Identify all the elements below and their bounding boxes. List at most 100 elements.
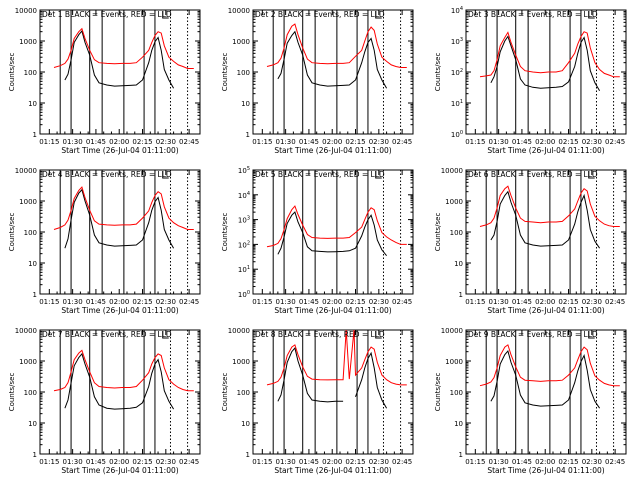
chart-title: Det 6 BLACK = Events, RED = LLD bbox=[468, 170, 598, 179]
detector-label: Det 3 bbox=[468, 10, 489, 19]
legend-text: BLACK = Events, RED = LLD bbox=[278, 10, 385, 19]
events-series-line bbox=[490, 35, 601, 91]
x-tick-label: 02:45 bbox=[179, 458, 199, 466]
y-tick-label: 102 bbox=[238, 240, 250, 249]
events-series-line bbox=[490, 190, 601, 249]
x-tick-label: 02:30 bbox=[156, 458, 176, 466]
chart-title: Det 9 BLACK = Events, RED = LLD bbox=[468, 330, 598, 339]
lld-series-line bbox=[266, 330, 407, 386]
chart-title: Det 5 BLACK = Events, RED = LLD bbox=[255, 170, 385, 179]
legend-text: BLACK = Events, RED = LLD bbox=[278, 170, 385, 179]
time-marker bbox=[162, 331, 169, 339]
detector-label: Det 1 bbox=[42, 10, 63, 19]
y-tick-label: 100 bbox=[24, 389, 37, 397]
x-tick-label: 01:30 bbox=[276, 298, 296, 306]
series-group bbox=[479, 31, 620, 91]
chart-panel-1: 1 10 100 1000 10000 01:15 01:30 01:45 02:00 02:15… bbox=[8, 7, 201, 155]
x-tick-label: 01:30 bbox=[489, 298, 509, 306]
y-tick-label: 1000 bbox=[19, 38, 37, 46]
x-tick-label: 01:15 bbox=[465, 458, 485, 466]
chart-panel-9: 1 10 100 1000 10000 01:15 01:30 01:45 02:00 02:15… bbox=[434, 327, 627, 475]
chart-title: Det 7 BLACK = Events, RED = LLD bbox=[42, 330, 172, 339]
y-tick-label: 100 bbox=[237, 69, 250, 77]
lld-series-line bbox=[479, 31, 620, 78]
y-tick-label: 1 bbox=[33, 451, 37, 459]
events-series-line bbox=[277, 211, 387, 257]
y-tick-label: 101 bbox=[238, 265, 250, 274]
y-tick-label: 10000 bbox=[441, 327, 463, 335]
lld-series-line bbox=[53, 349, 194, 392]
x-tick-label: 01:45 bbox=[86, 138, 106, 146]
events-series-line bbox=[277, 30, 388, 89]
x-tick-label: 01:30 bbox=[63, 458, 83, 466]
series-group bbox=[479, 344, 620, 409]
x-tick-label: 02:15 bbox=[558, 298, 578, 306]
series-group bbox=[266, 205, 407, 257]
x-tick-label: 02:15 bbox=[132, 458, 152, 466]
x-tick-label: 02:30 bbox=[156, 298, 176, 306]
lld-series-line bbox=[266, 23, 407, 68]
y-tick-label: 100 bbox=[450, 229, 463, 237]
y-tick-label: 1000 bbox=[19, 358, 37, 366]
x-tick-label: 02:30 bbox=[582, 138, 602, 146]
detector-label: Det 5 bbox=[255, 170, 276, 179]
y-tick-label: 1 bbox=[246, 131, 250, 139]
y-axis-label: Counts/sec bbox=[434, 373, 442, 412]
y-tick-label: 1000 bbox=[445, 358, 463, 366]
x-tick-label: 02:45 bbox=[392, 298, 412, 306]
plot-frame bbox=[252, 329, 414, 455]
x-tick-label: 02:00 bbox=[322, 138, 342, 146]
lld-series-line bbox=[53, 186, 194, 230]
y-tick-label: 1000 bbox=[445, 198, 463, 206]
x-axis-label: Start Time (26-Jul-04 01:11:00) bbox=[61, 146, 178, 155]
x-tick-label: 02:00 bbox=[535, 458, 555, 466]
x-tick-label: 02:45 bbox=[605, 298, 625, 306]
x-tick-label: 02:15 bbox=[345, 138, 365, 146]
y-axis-label: Counts/sec bbox=[434, 53, 442, 92]
legend-text: BLACK = Events, RED = LLD bbox=[491, 10, 598, 19]
lld-series-line bbox=[266, 205, 407, 248]
x-tick-label: 01:45 bbox=[299, 298, 319, 306]
x-tick-label: 02:15 bbox=[132, 298, 152, 306]
series-group bbox=[479, 185, 620, 249]
chart-panel-4: 1 10 100 1000 10000 01:15 01:30 01:45 02:00 02:15… bbox=[8, 167, 201, 315]
y-axis-label: Counts/sec bbox=[221, 53, 229, 92]
y-tick-label: 105 bbox=[238, 166, 250, 175]
y-tick-label: 100 bbox=[451, 130, 463, 139]
series-group bbox=[53, 349, 194, 410]
lld-series-line bbox=[53, 27, 194, 69]
x-axis-label: Start Time (26-Jul-04 01:11:00) bbox=[274, 146, 391, 155]
detector-label: Det 8 bbox=[255, 330, 276, 339]
detector-label: Det 6 bbox=[468, 170, 489, 179]
x-tick-label: 02:15 bbox=[345, 458, 365, 466]
x-tick-label: 02:45 bbox=[605, 458, 625, 466]
x-tick-label: 02:30 bbox=[582, 298, 602, 306]
x-tick-label: 02:45 bbox=[179, 138, 199, 146]
y-tick-label: 1000 bbox=[232, 358, 250, 366]
chart-title: Det 3 BLACK = Events, RED = LLD bbox=[468, 10, 598, 19]
y-tick-label: 1000 bbox=[19, 198, 37, 206]
y-tick-label: 10 bbox=[28, 420, 37, 428]
y-tick-label: 10 bbox=[454, 420, 463, 428]
chart-title: Det 8 BLACK = Events, RED = LLD bbox=[255, 330, 385, 339]
y-axis-label: Counts/sec bbox=[434, 213, 442, 252]
x-tick-label: 02:30 bbox=[582, 458, 602, 466]
chart-panel-8: 1 10 100 1000 10000 01:15 01:30 01:45 02:00 02:15… bbox=[221, 327, 414, 475]
x-axis-label: Start Time (26-Jul-04 01:11:00) bbox=[487, 466, 604, 475]
detector-label: Det 4 bbox=[42, 170, 63, 179]
x-tick-label: 02:30 bbox=[369, 298, 389, 306]
plot-frame bbox=[39, 9, 201, 135]
x-axis-label: Start Time (26-Jul-04 01:11:00) bbox=[487, 306, 604, 315]
chart-panel-7: 1 10 100 1000 10000 01:15 01:30 01:45 02:00 02:15… bbox=[8, 327, 201, 475]
y-tick-label: 10000 bbox=[15, 167, 37, 175]
y-tick-label: 100 bbox=[450, 389, 463, 397]
x-tick-label: 02:00 bbox=[535, 138, 555, 146]
x-axis-label: Start Time (26-Jul-04 01:11:00) bbox=[61, 306, 178, 315]
y-tick-label: 10 bbox=[241, 420, 250, 428]
y-tick-label: 1000 bbox=[232, 38, 250, 46]
events-series-line bbox=[64, 29, 175, 89]
y-tick-label: 1 bbox=[459, 291, 463, 299]
y-tick-label: 104 bbox=[238, 191, 250, 200]
plot-frame bbox=[252, 169, 414, 295]
x-tick-label: 02:15 bbox=[558, 138, 578, 146]
